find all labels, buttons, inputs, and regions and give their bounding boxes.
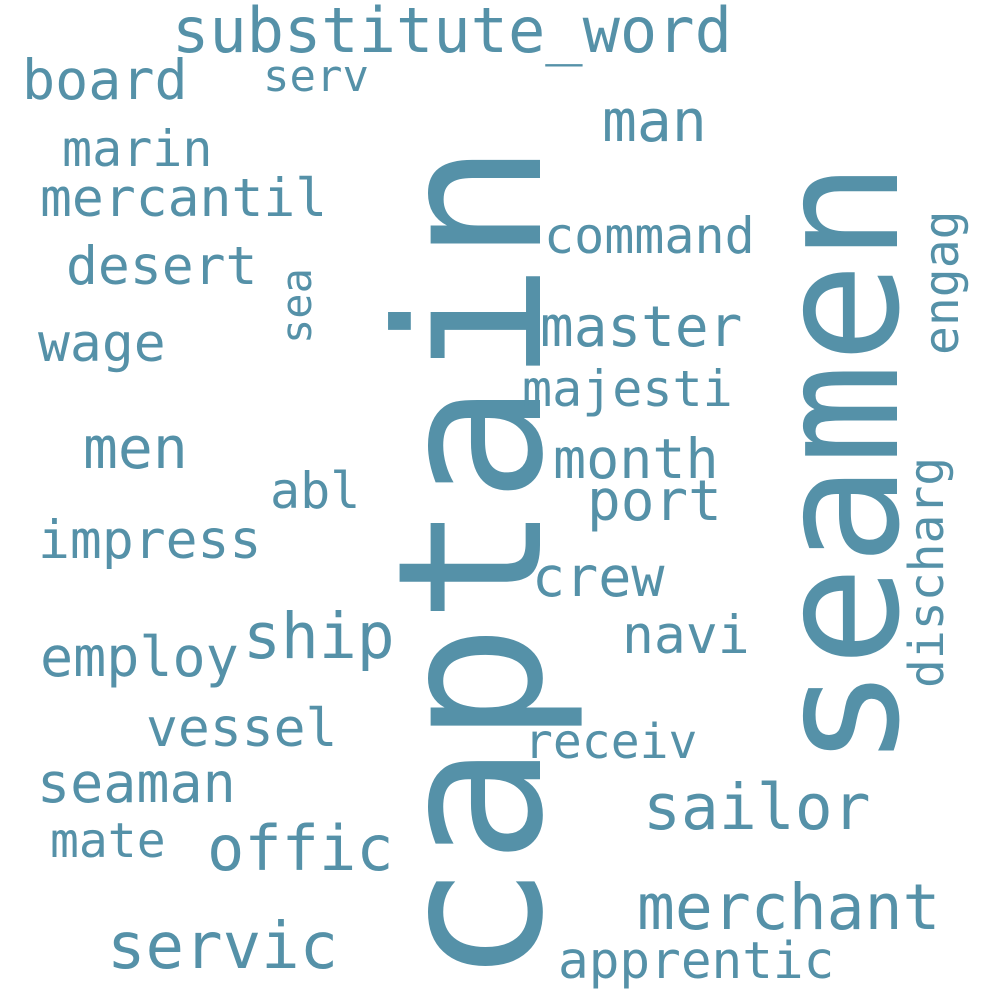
- word-abl: abl: [270, 462, 361, 520]
- word-board: board: [22, 48, 188, 112]
- word-mercantil: mercantil: [40, 168, 328, 229]
- word-desert: desert: [66, 236, 258, 297]
- word-man: man: [602, 87, 707, 155]
- word-sailor: sailor: [643, 771, 871, 844]
- word-sea: sea: [272, 268, 321, 344]
- word-employ: employ: [40, 625, 239, 689]
- word-offic: offic: [207, 812, 394, 885]
- word-port: port: [587, 469, 722, 534]
- word-master: master: [540, 295, 743, 360]
- word-apprentic: apprentic: [558, 932, 835, 991]
- word-mate: mate: [50, 813, 166, 869]
- word-month: month: [553, 427, 719, 491]
- word-crew: crew: [532, 545, 665, 609]
- word-receiv: receiv: [524, 714, 698, 770]
- word-impress: impress: [38, 510, 262, 571]
- word-engag: engag: [914, 210, 970, 356]
- word-substitute-word: substitute_word: [172, 0, 732, 67]
- word-ship: ship: [243, 600, 395, 673]
- word-marin: marin: [62, 120, 213, 178]
- word-navi: navi: [622, 605, 750, 666]
- word-discharg: discharg: [899, 456, 955, 688]
- word-servic: servic: [107, 910, 339, 984]
- word-seamen: seamen: [741, 161, 937, 768]
- word-seaman: seaman: [37, 751, 236, 815]
- word-command: command: [544, 207, 755, 265]
- word-wage: wage: [38, 313, 166, 374]
- word-merchant: merchant: [637, 871, 941, 944]
- word-men: men: [83, 414, 188, 482]
- word-serv: serv: [263, 51, 369, 102]
- word-vessel: vessel: [146, 698, 338, 759]
- word-majesti: majesti: [522, 360, 733, 418]
